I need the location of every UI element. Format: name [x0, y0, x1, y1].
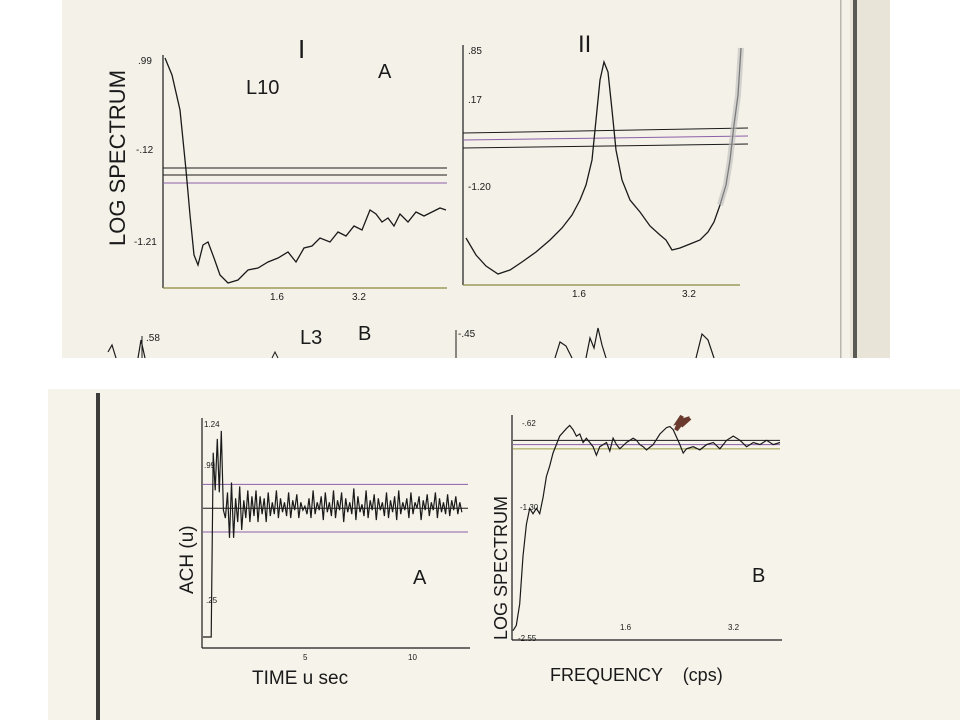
chart-B: -.62 -1.30 -2.55 1.6 3.2 FREQUENCY (cps)… [491, 414, 782, 685]
chart-B-arrow [673, 414, 692, 432]
chart-B-panel-letter: B [752, 565, 765, 587]
partial-row-small-mark [271, 350, 279, 359]
chart-A-ytick-0: 1.24 [204, 420, 220, 429]
chart-A-confidence-lines [203, 483, 468, 533]
chart-A-ytick-2: .25 [206, 596, 218, 605]
panel-I-ytick-2: -1.21 [134, 237, 157, 248]
chart-A-xtick-0: 5 [303, 653, 308, 662]
panel-I-ytick-1: -.12 [136, 145, 154, 156]
panel-I-label: L10 [246, 77, 279, 99]
partial-row-left-stub [107, 339, 146, 359]
bottom-binding-edge [96, 393, 100, 720]
chart-A-series-line-0 [203, 430, 463, 638]
chart-B-ytick-2: -2.55 [518, 634, 537, 643]
panel-II-ytick-1: .17 [468, 95, 482, 106]
chart-A-xlabel: TIME u sec [252, 668, 348, 689]
chart-A: 1.24 .99 .25 5 10 TIME u sec ACH (u) A [177, 418, 470, 689]
chart-A-panel-letter: A [413, 567, 427, 589]
panel-II-conf-line-2 [462, 135, 749, 141]
partial-row-ytick-left: .58 [146, 333, 160, 344]
panel-I-roman: I [298, 34, 305, 64]
partial-row-label: L3 [300, 327, 322, 349]
partial-row-letter: B [358, 323, 371, 345]
bottom-scan-paper [48, 389, 960, 720]
panel-I: I A L10 .99 -.12 -1.21 1.6 3.2 [134, 34, 447, 303]
chart-B-ytick-1: -1.30 [520, 503, 539, 512]
panel-II-conf-line-1 [462, 127, 749, 134]
partial-row: L3 B .58 -.45 [107, 323, 715, 359]
top-scan-paper [62, 0, 890, 358]
panel-II-ytick-2: -1.20 [468, 182, 491, 193]
panel-II-faded-edge [717, 47, 744, 206]
panel-I-letter: A [378, 61, 392, 83]
panel-I-xtick-0: 1.6 [270, 292, 284, 303]
binding-shadow [853, 0, 857, 358]
chart-B-ytick-0: -.62 [522, 419, 536, 428]
partial-row-ytick-right: -.45 [458, 329, 476, 340]
chart-A-ytick-1: .99 [204, 461, 216, 470]
chart-B-xtick-1: 3.2 [728, 623, 740, 632]
chart-B-xtick-0: 1.6 [620, 623, 632, 632]
panel-I-spectrum-line [164, 57, 447, 284]
panel-I-ytick-0: .99 [138, 56, 152, 67]
chart-A-series [203, 430, 463, 638]
chart-A-ylabel: ACH (u) [177, 525, 198, 594]
top-ylabel: LOG SPECTRUM [105, 70, 130, 246]
chart-B-series-line-0 [512, 424, 781, 632]
chart-B-series [512, 424, 781, 632]
panel-II-xtick-0: 1.6 [572, 289, 586, 300]
panel-II-xtick-1: 3.2 [682, 289, 696, 300]
panel-II-roman: II [578, 31, 591, 58]
chart-A-xtick-1: 10 [408, 653, 417, 662]
panel-II: II .85 .17 -1.20 1.6 3.2 [462, 31, 749, 300]
margin-rule-right [840, 0, 842, 358]
panel-II-ytick-0: .85 [468, 46, 482, 57]
chart-B-xlabel: FREQUENCY (cps) [550, 665, 723, 685]
partial-row-right-trace [554, 327, 715, 359]
chart-B-ylabel: LOG SPECTRUM [491, 496, 511, 640]
panel-II-spectrum-line [465, 47, 742, 275]
panel-II-conf-line-3 [462, 143, 749, 149]
panel-I-xtick-1: 3.2 [352, 292, 366, 303]
